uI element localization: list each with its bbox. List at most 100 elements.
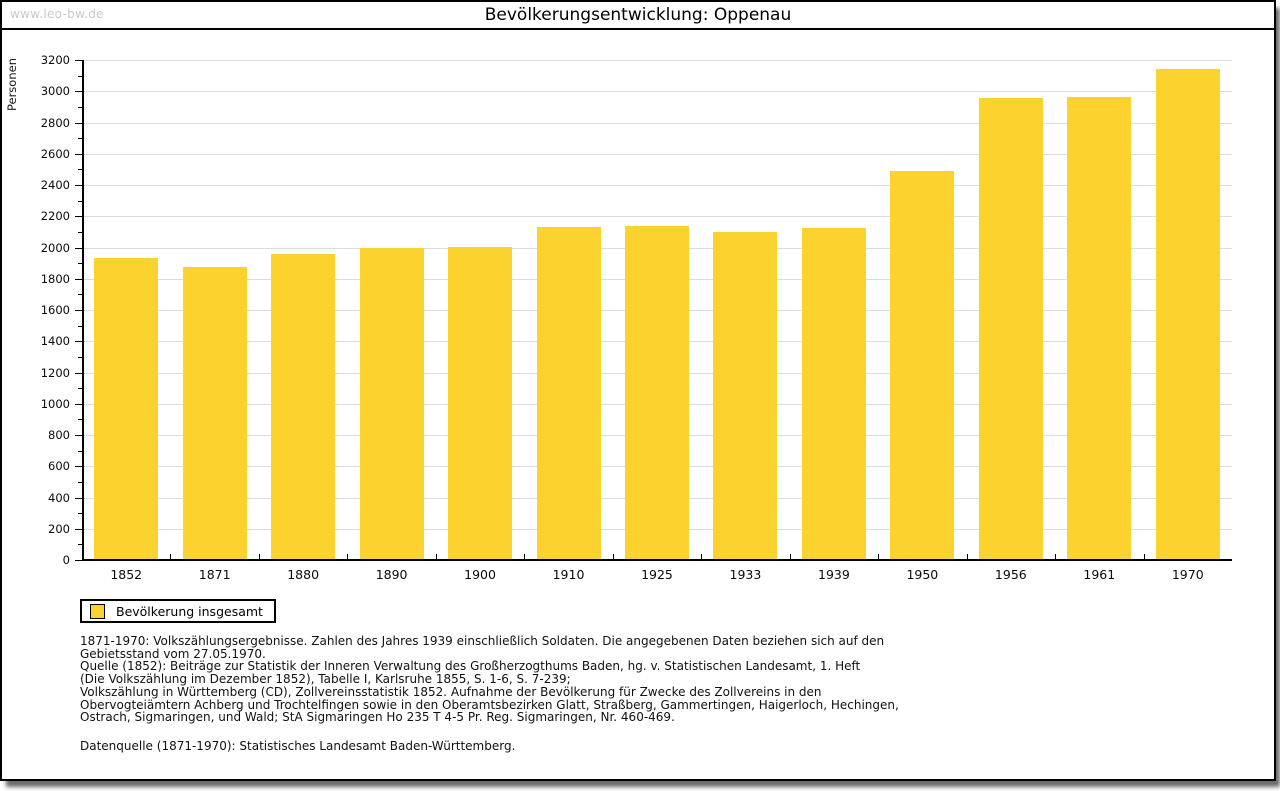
x-tick (524, 554, 526, 560)
bar-1890 (359, 248, 424, 559)
y-major-tick (75, 435, 82, 436)
legend-label: Bevölkerung insgesamt (116, 603, 263, 619)
x-tick (789, 554, 791, 560)
x-tick (878, 554, 880, 560)
y-axis-title: Personen (5, 58, 19, 112)
y-tick-label: 600 (48, 459, 70, 474)
y-minor-tick (78, 231, 82, 233)
gridline (82, 185, 1232, 186)
y-minor-tick (78, 263, 82, 265)
bar-1852 (94, 257, 159, 559)
x-tick (1143, 554, 1145, 560)
bar-1925 (625, 225, 689, 559)
y-tick-label: 1200 (40, 365, 70, 380)
y-tick-label: 3200 (40, 53, 70, 67)
legend: Bevölkerung insgesamt (80, 599, 276, 623)
y-major-tick (75, 153, 82, 155)
y-major-tick (75, 560, 82, 561)
y-major-tick (75, 247, 82, 249)
x-tick-label: 1900 (464, 567, 496, 582)
y-tick-label: 1000 (40, 396, 70, 411)
x-tick (701, 554, 703, 560)
y-major-tick (75, 122, 82, 124)
bar-1910 (536, 227, 601, 559)
x-tick-label: 1925 (641, 567, 673, 582)
gridline (82, 216, 1232, 218)
y-major-tick (75, 497, 82, 499)
y-minor-tick (78, 138, 82, 140)
footnotes: 1871-1970: Volkszählungsergebnisse. Zahl… (80, 635, 899, 724)
y-minor-tick (78, 169, 82, 171)
y-tick-label: 3000 (40, 84, 70, 99)
y-minor-tick (78, 481, 82, 483)
y-tick-label: 2200 (40, 209, 70, 224)
watermark-link[interactable]: www.leo-bw.de (10, 7, 104, 21)
x-tick (435, 554, 437, 560)
y-major-tick (75, 278, 82, 280)
x-tick-label: 1939 (818, 567, 850, 582)
gridline (82, 122, 1232, 124)
footnote-line: Gebietsstand vom 27.05.1970. (80, 646, 266, 661)
x-tick-label: 1933 (729, 567, 762, 582)
y-minor-tick (78, 200, 82, 202)
x-axis-line (82, 559, 1232, 561)
x-tick (1055, 554, 1057, 560)
x-tick-label: 1871 (198, 567, 231, 582)
gridline (82, 60, 1232, 61)
x-tick-label: 1970 (1171, 567, 1204, 582)
x-tick-label: 1956 (994, 567, 1027, 582)
y-major-tick (75, 466, 82, 468)
y-major-tick (75, 372, 82, 374)
legend-swatch (90, 603, 105, 619)
gridline (82, 153, 1232, 155)
x-tick (612, 554, 614, 560)
y-tick-label: 200 (48, 521, 70, 536)
datasource-line: Datenquelle (1871-1970): Statistisches L… (80, 739, 516, 753)
y-tick-label: 0 (62, 553, 70, 567)
x-tick-label: 1961 (1083, 567, 1116, 582)
chart-header: www.leo-bw.de Bevölkerungsentwicklung: O… (2, 2, 1274, 30)
bar-1939 (801, 227, 866, 559)
footnote-line: (Die Volkszählung im Dezember 1852), Tab… (80, 672, 571, 687)
y-major-tick (75, 403, 82, 405)
footnote-line: Ostrach, Sigmaringen, und Wald; StA Sigm… (80, 710, 675, 725)
x-tick-label: 1880 (287, 567, 320, 582)
bar-1970 (1155, 69, 1220, 559)
bar-1933 (713, 231, 778, 559)
y-tick-label: 800 (48, 428, 70, 442)
x-tick (347, 554, 349, 560)
y-minor-tick (78, 388, 82, 390)
footnote-line: Volkszählung in Württemberg (CD), Zollve… (80, 684, 822, 699)
y-tick-label: 1800 (40, 271, 70, 286)
bar-1950 (890, 170, 955, 559)
chart-title: Bevölkerungsentwicklung: Oppenau (484, 5, 792, 25)
y-major-tick (75, 91, 82, 93)
x-tick-label: 1852 (110, 567, 143, 582)
x-tick-label: 1910 (552, 567, 585, 582)
x-tick (258, 554, 260, 560)
y-major-tick (75, 528, 82, 530)
y-minor-tick (78, 544, 82, 546)
footnote-line: Quelle (1852): Beiträge zur Statistik de… (80, 659, 861, 674)
y-minor-tick (78, 75, 82, 77)
bar-1900 (448, 246, 513, 559)
y-major-tick (75, 185, 82, 186)
y-tick-label: 400 (48, 490, 70, 505)
chart-canvas: Personen 0 200 400 600 800 1000 1200 1400 1600 18… (2, 30, 1274, 779)
y-major-tick (75, 310, 82, 311)
y-axis-line (82, 60, 84, 560)
y-tick-label: 1600 (40, 303, 70, 317)
y-minor-tick (78, 106, 82, 108)
footnote-line: Obervogteiämtern Achberg und Trochtelfin… (80, 697, 899, 712)
gridline (82, 91, 1232, 93)
y-tick-label: 2600 (40, 146, 70, 161)
y-minor-tick (78, 294, 82, 296)
x-tick (170, 554, 172, 560)
y-major-tick (75, 341, 82, 343)
bar-1880 (271, 253, 336, 559)
bar-1961 (1067, 96, 1132, 559)
y-major-tick (75, 216, 82, 218)
y-tick-label: 1400 (40, 334, 70, 349)
